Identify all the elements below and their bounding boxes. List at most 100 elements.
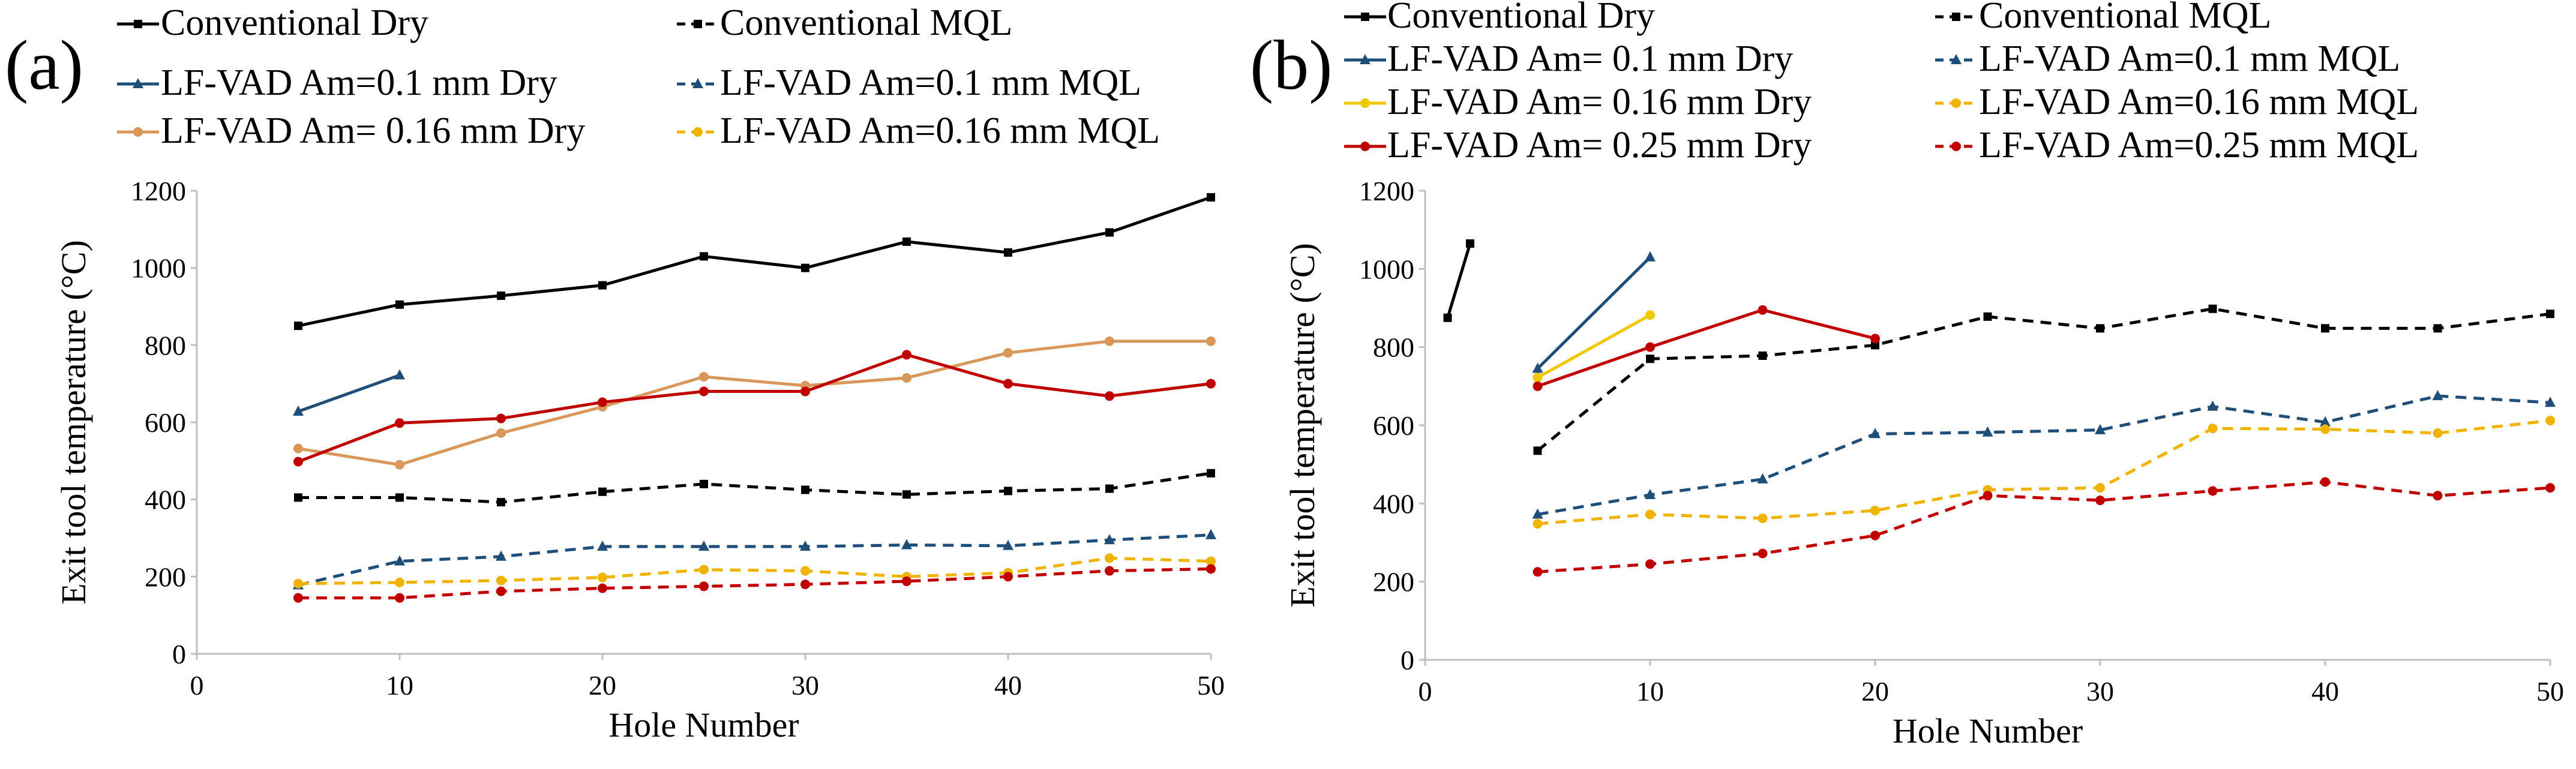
chart-a-data-point-lf-vad-am-0-1-mm-mql [597,540,608,551]
chart-a-data-point-lf-vad-am-0-16-mm-mql [598,572,607,582]
chart-a-data-point-conventional-mql [497,498,505,507]
chart-a-data-point-lf-vad-am-0-25-mm-mql [699,581,709,591]
chart-a-data-point-conventional-dry [497,291,505,300]
chart-a-data-point-lf-vad-am-0-16-mm-mql [1105,553,1114,563]
chart-b-x-tick-label: 40 [2311,676,2339,707]
chart-b-series-line-lf-vad-am-0-25-mm-dry [1537,308,1876,388]
chart-a-data-point-conventional-mql [902,490,911,499]
chart-b-data-point-lf-vad-am-0-25-mm-mql [2208,486,2218,496]
chart-a-legend-marker-conventional-dry [134,20,142,28]
chart-a-data-point-lf-vad-am-0-25-mm-dry [902,350,911,360]
chart-b-x-tick-label: 10 [1636,676,1664,707]
chart-a-data-point-lf-vad-am-0-16-mm-dry [395,459,404,470]
chart-b-x-tick-label: 50 [2536,676,2564,707]
chart-a-data-point-conventional-dry [598,281,607,290]
chart-b-data-point-lf-vad-am-0-16-mm-dry [1533,373,1543,383]
chart-b-legend-marker-lf-vad-am-0-16-mm-mql [1951,98,1961,108]
chart-a-data-point-lf-vad-am-0-25-mm-dry [1206,379,1216,389]
chart-b-data-point-conventional-mql [2433,324,2442,333]
chart-a-data-point-lf-vad-am-0-1-mm-dry [293,405,304,416]
chart-a-series-line-lf-vad-am-0-16-mm-dry [298,340,1211,467]
chart-b-series-line-lf-vad-am-0-16-mm-dry [1537,314,1651,379]
chart-a-legend-marker-lf-vad-am-0-1-mm-mql [692,78,703,88]
chart-a-data-point-lf-vad-am-0-16-mm-mql [293,578,303,588]
chart-a-data-point-lf-vad-am-0-25-mm-mql [1105,566,1114,576]
chart-b-legend-marker-lf-vad-am-0-1-mm-dry [1360,54,1371,64]
chart-b-data-point-lf-vad-am-0-1-mm-mql [2095,423,2106,434]
chart-a-series-line-lf-vad-am-0-1-mm-dry [298,374,400,413]
chart-b-series-line-lf-vad-am-0-16-mm-mql [1537,419,2551,525]
chart-a-legend-marker-conventional-mql [694,20,702,28]
chart-b-data-point-lf-vad-am-0-1-mm-mql [1982,426,1993,437]
chart-b-data-point-lf-vad-am-0-25-mm-mql [2433,491,2443,501]
chart-b-y-tick-label: 0 [1401,645,1414,675]
chart-a-series-line-conventional-mql [298,471,1211,504]
chart-b-data-point-lf-vad-am-0-25-mm-mql [1983,491,1993,501]
chart-a-data-point-lf-vad-am-0-25-mm-mql [1003,572,1013,582]
chart-b-y-tick-label: 400 [1373,488,1414,519]
chart-b-data-point-lf-vad-am-0-16-mm-mql [2095,483,2105,493]
chart-a-data-point-lf-vad-am-0-25-mm-dry [598,397,607,407]
chart-b-data-point-lf-vad-am-0-16-mm-mql [2545,416,2555,426]
chart-b-data-point-lf-vad-am-0-1-mm-mql [2320,416,2331,426]
chart-b-data-point-lf-vad-am-0-25-mm-mql [2095,495,2105,506]
chart-a-data-point-conventional-mql [395,493,404,502]
chart-b-series-line-lf-vad-am-0-1-mm-dry [1536,256,1651,370]
chart-a-data-point-lf-vad-am-0-1-mm-mql [496,550,506,561]
chart-a-legend-label-lf-vad-am-0-16-mm-dry: LF-VAD Am= 0.16 mm Dry [161,110,585,151]
panel-b: (b) 0 200 400 600 800 1000 1200 0 10 20 30 40 50 Hole … [1250,0,2564,750]
chart-b-data-point-conventional-mql [2546,310,2554,319]
chart-a-series-line-lf-vad-am-0-1-mm-mql [298,533,1211,587]
chart-a-data-point-lf-vad-am-0-1-mm-mql [1003,539,1013,550]
chart-b-legend-label-lf-vad-am-0-16-mm-mql: LF-VAD Am=0.16 mm MQL [1979,82,2419,122]
chart-b-data-point-lf-vad-am-0-16-mm-mql [1533,519,1543,529]
chart-a-data-point-conventional-dry [700,252,708,261]
chart-b-data-point-lf-vad-am-0-25-mm-dry [1870,334,1880,344]
chart-a-data-point-lf-vad-am-0-16-mm-mql [395,577,404,587]
chart-a-data-point-conventional-mql [294,493,302,502]
chart-b-data-point-lf-vad-am-0-16-mm-mql [2320,424,2330,434]
chart-b-data-point-lf-vad-am-0-16-mm-mql [1870,506,1880,516]
chart-b-y-tick-label: 1000 [1359,254,1414,284]
chart-b-data-point-lf-vad-am-0-1-mm-mql [1645,488,1656,499]
chart-a-data-point-lf-vad-am-0-16-mm-dry [293,443,303,453]
chart-a-series-line-lf-vad-am-0-25-mm-mql [298,567,1211,600]
chart-b-data-point-lf-vad-am-0-25-mm-dry [1758,305,1768,315]
chart-b-legend-label-lf-vad-am-0-25-mm-dry: LF-VAD Am= 0.25 mm Dry [1387,125,1812,166]
chart-a-data-point-conventional-mql [1004,486,1012,495]
chart-b-data-point-conventional-mql [1983,312,1992,321]
chart-b-data-point-lf-vad-am-0-25-mm-mql [2545,483,2555,493]
chart-b-data-point-conventional-mql [2208,304,2217,313]
chart-a-legend-marker-lf-vad-am-0-16-mm-dry [133,127,143,137]
chart-a-y-tick-label: 1000 [131,253,186,284]
chart-a-data-point-lf-vad-am-0-25-mm-dry [496,413,506,423]
chart-b-data-point-lf-vad-am-0-16-mm-mql [2433,428,2443,438]
chart-a-legend-marker-lf-vad-am-0-1-mm-dry [133,78,143,88]
chart-b-data-point-conventional-mql [1646,355,1654,364]
chart-a-y-tick-label: 0 [172,639,186,669]
chart-a-data-point-lf-vad-am-0-16-mm-dry [1105,336,1114,346]
chart-b-data-point-lf-vad-am-0-1-mm-dry [1532,362,1543,373]
chart-a-data-point-conventional-dry [902,237,911,246]
chart-b-legend-marker-lf-vad-am-0-25-mm-dry [1360,142,1370,151]
chart-b-data-point-lf-vad-am-0-1-mm-mql [1532,508,1543,519]
chart-b-data-point-lf-vad-am-0-16-mm-mql [1645,509,1655,519]
chart-b-data-point-conventional-dry [1466,239,1474,248]
chart-a-data-point-lf-vad-am-0-16-mm-dry [902,373,911,383]
chart-a-data-point-lf-vad-am-0-25-mm-mql [1206,564,1216,574]
chart-a-y-tick-label: 1200 [131,176,186,206]
chart-a-legend-label-conventional-dry: Conventional Dry [161,2,428,43]
chart-b-series-line-conventional-dry [1446,243,1472,319]
chart-b-data-point-conventional-dry [1443,313,1452,322]
chart-a-data-point-lf-vad-am-0-25-mm-dry [1003,379,1013,389]
chart-b-data-point-lf-vad-am-0-25-mm-mql [1758,548,1768,558]
chart-b-data-point-lf-vad-am-0-25-mm-dry [1533,381,1543,391]
chart-b-legend-label-lf-vad-am-0-1-mm-mql: LF-VAD Am=0.1 mm MQL [1979,38,2400,79]
chart-a-data-point-lf-vad-am-0-16-mm-dry [699,372,709,382]
chart-b-legend-marker-lf-vad-am-0-1-mm-mql [1951,54,1962,64]
chart-a-data-point-conventional-mql [700,479,708,488]
chart-b-series-line-conventional-mql [1536,307,2551,452]
chart-b-data-point-lf-vad-am-0-16-mm-dry [1645,310,1655,320]
chart-b-data-point-lf-vad-am-0-25-mm-mql [1870,530,1880,540]
